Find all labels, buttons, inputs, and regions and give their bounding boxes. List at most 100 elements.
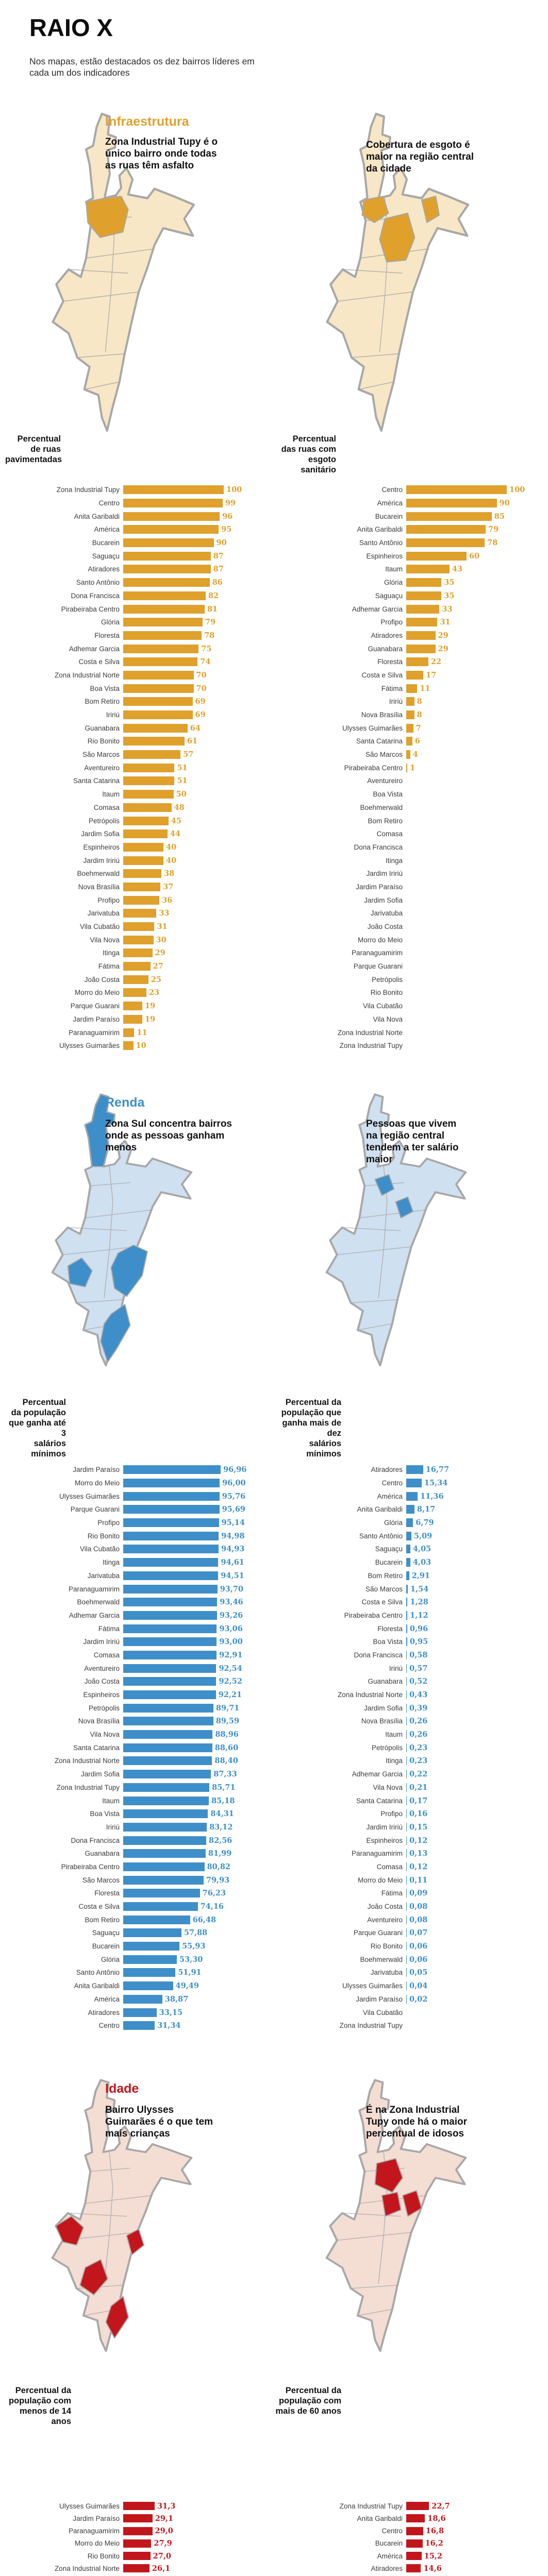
bar-label: João Costa — [367, 923, 403, 931]
bar-label: Fátima — [381, 1889, 403, 1897]
bar-row: Jardim Iririú 93,00 — [4, 1635, 264, 1649]
bar-label: Anita Garibaldi — [74, 512, 120, 520]
bar-row: Atiradores 33,15 — [4, 2006, 264, 2019]
bar-track: 94,98 — [123, 1531, 264, 1540]
bar-label: Rio Bonito — [87, 2552, 120, 2560]
bar-label: Bucarein — [92, 539, 120, 547]
bar-row: Itinga 94,61 — [4, 1556, 264, 1569]
bar-track: 29 — [406, 644, 539, 653]
bar-row: Nova Brasília 0,26 — [279, 1715, 539, 1728]
bar-track: 48 — [123, 803, 264, 812]
bar-track: 0,13 — [406, 1849, 539, 1858]
bar-label: Espinheiros — [83, 1691, 120, 1699]
bar-track: 0,23 — [406, 1743, 539, 1752]
bar — [406, 1505, 414, 1514]
bar-label: Saguaçu — [92, 552, 120, 560]
bar-track: 93,70 — [123, 1584, 264, 1594]
caption-line: menos de 14 anos — [20, 2406, 71, 2426]
caption-line: Percentual da — [285, 2386, 341, 2395]
bar-label: Jarivatuba — [370, 1969, 403, 1977]
bar-label: Dona Francisca — [71, 591, 120, 600]
bar-value: 95 — [221, 525, 232, 534]
bar — [406, 2502, 429, 2511]
bar-label: Itinga — [385, 856, 403, 865]
bar — [406, 1902, 407, 1911]
bar-value: 51,91 — [178, 1968, 202, 1977]
bar-value: 43 — [452, 565, 463, 574]
bar-value: 29,0 — [155, 2527, 173, 2536]
bar-value: 0,07 — [409, 1928, 428, 1938]
bar-label: Atiradores — [88, 2008, 120, 2016]
bar-row: Centro 99 — [4, 497, 264, 510]
bar-track: 43 — [406, 565, 539, 574]
bar-label: Glória — [384, 1519, 403, 1527]
bar-row: Comasa 48 — [4, 801, 264, 815]
bar — [406, 1862, 407, 1871]
bar — [123, 1836, 206, 1845]
bar-track: 29,1 — [123, 2514, 264, 2523]
bar-track: 2,91 — [406, 1571, 539, 1580]
bar-row: Jardim Paraíso 0,02 — [279, 1993, 539, 2006]
caption-line: ganha mais de dez — [282, 1418, 341, 1438]
bar-row: São Marcos 4 — [279, 748, 539, 761]
bar-label: Santo Antônio — [359, 1532, 403, 1540]
bar-track: 85,18 — [123, 1796, 264, 1805]
bar-label: Morro do Meio — [357, 1876, 403, 1884]
bar-label: Adhemar Garcia — [69, 645, 120, 653]
bar-row: Jarivatuba — [279, 907, 539, 920]
bar-value: 0,17 — [409, 1796, 428, 1805]
bar-row: Jardim Paraíso — [279, 880, 539, 894]
bar-value: 66,48 — [192, 1915, 217, 1924]
bar-track: 26,1 — [123, 2564, 264, 2573]
bar — [406, 697, 414, 706]
bar-row: Bom Retiro 2,91 — [279, 1569, 539, 1583]
bar-label: Costa e Silva — [361, 671, 403, 679]
bar — [123, 1002, 143, 1011]
bar-row: América 90 — [279, 497, 539, 510]
bar-label: João Costa — [84, 1677, 120, 1686]
bar-row: Iririú 83,12 — [4, 1821, 264, 1834]
bar-value: 51 — [177, 763, 188, 772]
bar — [123, 935, 154, 944]
bar-label: Adhemar Garcia — [69, 1611, 120, 1619]
bar — [123, 1598, 218, 1607]
bar-label: Saguaçu — [375, 1545, 403, 1553]
bar-track: 96,96 — [123, 1465, 264, 1475]
bar-row: Boa Vista 0,95 — [279, 1635, 539, 1649]
bar — [123, 842, 163, 852]
caption-line: salários mínimos — [306, 1439, 341, 1459]
bar-value: 94,61 — [221, 1558, 244, 1567]
bar-track: 70 — [123, 684, 264, 693]
bar-track: 95 — [123, 525, 264, 534]
bar-track: 0,26 — [406, 1717, 539, 1726]
bar-label: Jardim Iririú — [83, 1638, 120, 1646]
bar-row: Jardim Sofia 0,39 — [279, 1701, 539, 1715]
bar-row: Rio Bonito — [279, 986, 539, 999]
bar-label: Jardim Iririú — [366, 1823, 403, 1831]
bar-row: Dona Francisca 82 — [4, 589, 264, 603]
bar-track: 66,48 — [123, 1915, 264, 1924]
bar-row: Morro do Meio 96,00 — [4, 1477, 264, 1490]
bar-value: 27,9 — [154, 2539, 172, 2548]
bar-row: Nova Brasília 89,59 — [4, 1715, 264, 1728]
bar-label: Comasa — [376, 1862, 403, 1871]
bar-value: 23 — [148, 988, 160, 997]
bar-value: 18,6 — [427, 2514, 446, 2523]
bar-label: Vila Nova — [373, 1783, 403, 1791]
bar-list-renda-mais10: Atiradores 16,77 Centro 15,34 América 11,36 An… — [279, 1463, 539, 2032]
bar-label: Adhemar Garcia — [352, 605, 403, 613]
bar-track: 64 — [123, 723, 264, 733]
bar — [123, 1584, 218, 1594]
bar-label: Guanabara — [85, 1850, 120, 1858]
caption-line: Percentual — [17, 434, 61, 444]
bar-value: 48 — [174, 803, 185, 812]
section-title-idade: Idade — [105, 2081, 139, 2096]
bar-value: 69 — [195, 710, 206, 720]
bar-row: Bucarein 4,03 — [279, 1556, 539, 1569]
bar-row: Jardim Iririú 40 — [4, 854, 264, 867]
bar — [123, 1994, 162, 2004]
bar-track: 1,28 — [406, 1598, 539, 1607]
bar — [123, 1677, 217, 1686]
bar-label: Costa e Silva — [78, 1903, 120, 1911]
bar-track: 0,11 — [406, 1875, 539, 1885]
